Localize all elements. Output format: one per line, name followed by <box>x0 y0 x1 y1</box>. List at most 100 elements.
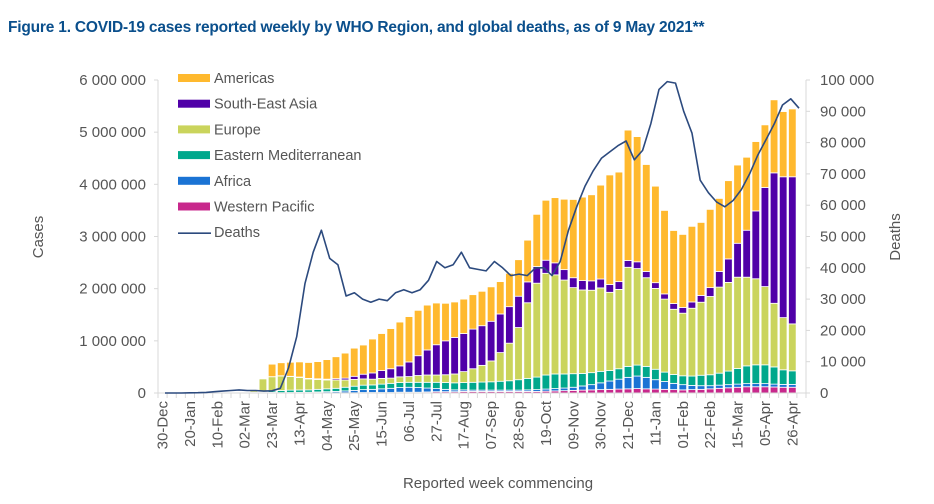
bar-south-east-asia-week-62 <box>724 258 733 283</box>
bar-americas-week-17 <box>313 361 322 380</box>
bar-europe-week-50 <box>614 289 624 370</box>
bar-americas-week-23 <box>368 338 377 374</box>
bar-eastern-mediterranean-week-29 <box>423 381 432 389</box>
y-axis-title: Cases <box>30 216 47 259</box>
bar-western-pacific-week-56 <box>669 389 678 394</box>
bar-south-east-asia-week-29 <box>423 349 432 376</box>
legend-label-western-pacific: Western Pacific <box>214 200 314 216</box>
bar-europe-week-15 <box>295 377 304 391</box>
bar-eastern-mediterranean-week-69 <box>788 370 797 385</box>
bar-americas-week-47 <box>587 194 596 282</box>
bar-americas-week-30 <box>432 302 441 346</box>
bar-eastern-mediterranean-week-32 <box>450 382 459 391</box>
y2-tick-label: 50 000 <box>820 229 866 246</box>
bar-europe-week-67 <box>769 302 779 368</box>
bar-western-pacific-week-54 <box>651 388 660 394</box>
bar-europe-week-14 <box>286 376 295 391</box>
bar-europe-week-54 <box>651 288 660 370</box>
bar-south-east-asia-week-69 <box>788 176 797 325</box>
y2-tick-label: 10 000 <box>820 354 866 371</box>
bar-eastern-mediterranean-week-33 <box>459 382 468 391</box>
bar-europe-week-66 <box>760 286 770 366</box>
bar-americas-week-51 <box>623 129 633 261</box>
bar-south-east-asia-week-54 <box>651 282 660 289</box>
bar-europe-week-19 <box>331 379 341 389</box>
bar-americas-week-65 <box>751 141 761 212</box>
bar-eastern-mediterranean-week-51 <box>623 365 633 378</box>
bar-eastern-mediterranean-week-38 <box>505 380 514 391</box>
bar-americas-week-45 <box>569 199 578 279</box>
bar-western-pacific-week-58 <box>687 389 697 394</box>
bar-americas-week-20 <box>340 352 350 379</box>
bar-eastern-mediterranean-week-64 <box>742 365 751 385</box>
bar-africa-week-23 <box>368 388 377 393</box>
y2-tick-label: 60 000 <box>820 197 866 214</box>
y2-tick-label: 70 000 <box>820 166 866 183</box>
bar-south-east-asia-week-38 <box>505 306 514 344</box>
bar-americas-week-21 <box>349 347 359 377</box>
bar-eastern-mediterranean-week-19 <box>331 387 341 392</box>
bar-americas-week-57 <box>678 234 688 308</box>
bar-africa-week-60 <box>705 385 715 390</box>
bar-western-pacific-week-59 <box>696 388 706 394</box>
bar-south-east-asia-week-66 <box>760 187 770 287</box>
x-tick-label: 11-Jan <box>647 401 664 446</box>
bar-eastern-mediterranean-week-28 <box>413 381 423 388</box>
bar-europe-week-68 <box>778 317 788 371</box>
bar-eastern-mediterranean-week-60 <box>705 374 715 387</box>
legend-label-deaths: Deaths <box>214 225 260 241</box>
bar-south-east-asia-week-64 <box>742 229 751 278</box>
bar-africa-week-53 <box>642 376 651 390</box>
bar-eastern-mediterranean-week-62 <box>724 370 733 386</box>
y2-tick-label: 80 000 <box>820 135 866 152</box>
bar-europe-week-48 <box>596 287 605 372</box>
bar-south-east-asia-week-24 <box>377 370 386 379</box>
legend-label-eastern-mediterranean: Eastern Mediterranean <box>214 148 362 164</box>
bar-americas-week-31 <box>441 302 450 342</box>
bar-europe-week-12 <box>267 376 277 392</box>
bar-south-east-asia-week-40 <box>523 281 532 304</box>
bar-eastern-mediterranean-week-54 <box>651 368 660 381</box>
bar-south-east-asia-week-46 <box>578 280 587 291</box>
bar-americas-week-67 <box>769 99 779 174</box>
bar-eastern-mediterranean-week-66 <box>760 364 770 385</box>
bar-western-pacific-week-65 <box>751 386 761 394</box>
bar-western-pacific-week-69 <box>788 386 797 394</box>
bar-africa-week-63 <box>733 383 742 388</box>
y2-tick-label: 30 000 <box>820 291 866 308</box>
bar-south-east-asia-week-27 <box>404 361 414 377</box>
bar-europe-week-44 <box>559 279 569 375</box>
bar-africa-week-67 <box>769 383 779 388</box>
x-axis-title: Reported week commencing <box>403 475 593 492</box>
bar-africa-week-68 <box>778 383 788 388</box>
legend: Americas South-East Asia Europe Eastern Med… <box>178 71 362 241</box>
bar-americas-week-22 <box>359 344 368 375</box>
bar-americas-week-42 <box>541 199 551 261</box>
bar-eastern-mediterranean-week-36 <box>486 381 496 391</box>
legend-swatch-south-east-asia <box>178 99 210 108</box>
bar-south-east-asia-week-28 <box>413 355 423 376</box>
bar-americas-week-69 <box>788 108 797 178</box>
bar-eastern-mediterranean-week-55 <box>660 371 669 382</box>
bar-africa-week-47 <box>587 384 596 391</box>
bar-eastern-mediterranean-week-49 <box>605 370 615 382</box>
bar-africa-week-28 <box>413 387 423 393</box>
bar-americas-week-48 <box>596 184 605 280</box>
bar-eastern-mediterranean-week-44 <box>559 373 569 389</box>
bar-europe-week-21 <box>349 379 359 387</box>
bar-europe-week-40 <box>523 302 532 379</box>
y2-tick-label: 20 000 <box>820 322 866 339</box>
bar-south-east-asia-week-32 <box>450 337 459 375</box>
bar-americas-week-59 <box>696 222 706 296</box>
x-tick-label: 26-Apr <box>784 401 801 446</box>
bars-layer <box>249 99 806 394</box>
bar-europe-week-29 <box>423 374 432 383</box>
x-tick-label: 22-Feb <box>702 401 719 449</box>
bar-south-east-asia-week-56 <box>669 303 678 310</box>
bar-europe-week-16 <box>304 378 313 391</box>
bar-eastern-mediterranean-week-24 <box>377 383 386 390</box>
bar-americas-week-58 <box>687 225 697 303</box>
bar-eastern-mediterranean-week-25 <box>386 382 395 389</box>
bar-europe-week-47 <box>587 289 596 374</box>
bar-south-east-asia-week-37 <box>496 313 505 353</box>
